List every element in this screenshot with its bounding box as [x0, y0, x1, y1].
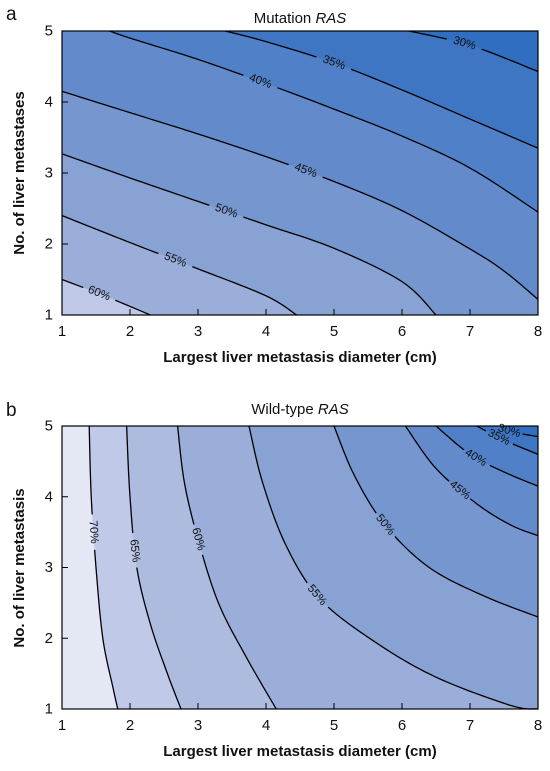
x-tick-label: 3 [194, 323, 202, 340]
x-tick-label: 1 [58, 323, 66, 340]
x-tick-label: 8 [534, 323, 542, 340]
x-tick-label: 6 [398, 717, 406, 734]
contour-line-65 [125, 425, 182, 710]
y-tick-label: 2 [45, 630, 53, 647]
contour-line-50 [61, 153, 437, 316]
x-tick-label: 4 [262, 717, 270, 734]
x-tick-label: 2 [126, 323, 134, 340]
contour-region-25 [497, 426, 538, 437]
x-tick-label: 8 [534, 717, 542, 734]
contour-line-60 [61, 278, 151, 316]
contour-line-70 [88, 425, 119, 710]
panel-b-x-axis-label: Largest liver metastasis diameter (cm) [163, 743, 436, 760]
x-tick-label: 7 [466, 323, 474, 340]
y-tick-label: 4 [45, 488, 53, 505]
contour-region-30 [225, 31, 538, 149]
contour-line-30 [522, 433, 539, 438]
x-tick-label: 5 [330, 717, 338, 734]
contour-line-55 [61, 214, 297, 316]
panel-b-title: Wild-type RAS [251, 401, 349, 418]
x-tick-label: 2 [126, 717, 134, 734]
contour-line-50 [333, 425, 539, 618]
contour-label-60: 60% [189, 526, 207, 551]
contour-line-40 [109, 30, 539, 213]
panel-a-letter: a [6, 4, 17, 25]
y-tick-label: 4 [45, 94, 53, 111]
panel-a-y-axis-label: No. of liver metastases [11, 91, 28, 254]
y-tick-label: 1 [45, 701, 53, 718]
contour-line-45 [404, 425, 539, 537]
contour-label-65: 65% [127, 539, 142, 563]
panel-a: a Mutation RAS 60%55%50%45%40%35%30%1 2 3 4… [6, 4, 542, 366]
panel-b: b Wild-type RAS 70%65% 60%55%50%45%40%35%… [6, 400, 542, 760]
panel-b-letter: b [6, 400, 17, 421]
contour-line-45 [61, 90, 539, 300]
contour-line-60 [176, 425, 277, 710]
panel-b-y-axis-label: No. of liver metastasis [11, 488, 28, 647]
panel-a-title: Mutation RAS [254, 10, 347, 27]
y-tick-label: 5 [45, 418, 53, 435]
contour-line-40 [435, 425, 539, 487]
contour-line-30 [408, 30, 539, 73]
x-tick-label: 4 [262, 323, 270, 340]
x-tick-label: 7 [466, 717, 474, 734]
panel-a-x-axis-label: Largest liver metastasis diameter (cm) [163, 349, 436, 366]
contour-region-25 [408, 31, 538, 72]
x-tick-label: 6 [398, 323, 406, 340]
y-tick-label: 3 [45, 559, 53, 576]
y-tick-label: 3 [45, 165, 53, 182]
x-tick-label: 3 [194, 717, 202, 734]
x-tick-label: 1 [58, 717, 66, 734]
y-tick-label: 2 [45, 236, 53, 253]
contour-line-35 [225, 30, 539, 149]
contour-label-70: 70% [87, 520, 101, 544]
x-tick-label: 5 [330, 323, 338, 340]
y-tick-label: 5 [45, 23, 53, 40]
y-tick-label: 1 [45, 307, 53, 324]
